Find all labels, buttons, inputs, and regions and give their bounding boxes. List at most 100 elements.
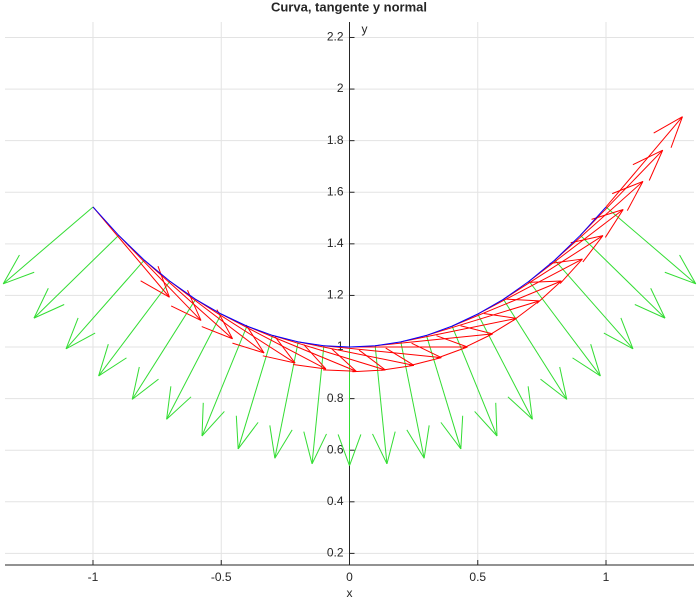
tangent-arrow (349, 335, 468, 359)
arrow-head (512, 300, 540, 322)
arrow-shaft (237, 335, 274, 450)
arrow-head (381, 364, 414, 371)
arrow-head (311, 433, 327, 465)
tangent-arrow (426, 298, 540, 336)
y-tick-label: 0.4 (327, 494, 344, 508)
arrow-head (337, 434, 350, 466)
arrow-head (612, 180, 644, 195)
arrow-head (303, 431, 313, 465)
arrow-shaft (246, 325, 357, 372)
curve (92, 206, 607, 348)
tangent-arrow (92, 206, 170, 298)
arrow-head (679, 254, 697, 285)
arrow-head (245, 324, 265, 354)
arrow-shaft (166, 313, 222, 420)
arrow-head (386, 431, 396, 465)
arrow-head (372, 433, 388, 465)
tangent-arrow (580, 149, 664, 236)
arrow-head (201, 402, 204, 437)
y-axis-label: y (362, 22, 368, 36)
arrow-head (495, 402, 498, 437)
arrow-head (352, 369, 386, 373)
y-tick-label: 2 (337, 81, 344, 95)
tangent-arrow (298, 341, 415, 371)
normal-arrow (502, 299, 568, 400)
tangent-arrow (554, 180, 644, 261)
x-tick-label: -1 (88, 570, 99, 584)
arrow-head (440, 422, 462, 450)
arrow-shaft (272, 334, 386, 371)
arrow-head (65, 332, 96, 350)
x-tick-label: -0.5 (211, 570, 232, 584)
arrow-head (572, 357, 601, 377)
arrow-shaft (400, 341, 425, 459)
arrow-shaft (169, 280, 265, 354)
arrow-head (131, 378, 159, 400)
arrow-shaft (528, 209, 624, 282)
arrow-head (358, 349, 386, 371)
arrow-head (488, 317, 517, 337)
normal-arrow (400, 341, 430, 459)
tangent-arrow (195, 298, 296, 364)
arrow-head (620, 317, 634, 350)
arrow-head (33, 288, 49, 319)
arrow-head (237, 422, 259, 450)
arrow-head (131, 366, 140, 400)
arrow-shaft (131, 299, 197, 400)
y-tick-label: 1.4 (327, 236, 344, 250)
arrow-head (323, 369, 357, 372)
y-tick-label: 0.8 (327, 391, 344, 405)
arrow-head (460, 415, 464, 449)
tangent-arrow (605, 116, 683, 208)
y-tick-label: 1.6 (327, 184, 344, 198)
arrow-head (474, 411, 498, 437)
normal-arrow (201, 325, 248, 437)
tangent-arrow (272, 334, 386, 373)
arrow-head (201, 411, 225, 437)
arrow-shaft (605, 206, 697, 285)
arrow-shaft (426, 300, 540, 336)
arrow-head (385, 347, 415, 366)
x-tick-label: 1 (603, 570, 610, 584)
normal-arrow (372, 345, 396, 465)
tangent-arrow (323, 342, 442, 367)
arrow-head (540, 378, 568, 400)
arrow-head (604, 209, 624, 238)
arrow-shaft (195, 298, 296, 364)
arrow-shaft (65, 259, 145, 350)
normal-arrow (425, 335, 464, 450)
arrow-shaft (33, 234, 119, 319)
arrow-shaft (201, 325, 248, 437)
arrow-head (3, 271, 35, 285)
normal-arrow (65, 259, 145, 350)
arrow-head (603, 332, 634, 350)
tangent-arrow (169, 280, 265, 354)
arrow-head (423, 425, 430, 459)
arrow-shaft (554, 259, 634, 350)
arrow-head (590, 344, 601, 377)
arrow-shaft (143, 259, 233, 340)
y-tick-label: 2.2 (327, 30, 344, 44)
arrow-shaft (528, 280, 601, 377)
arrow-head (232, 342, 265, 354)
tangent-arrow (118, 234, 202, 321)
x-axis-label: x (347, 586, 353, 600)
tangent-arrow (477, 258, 583, 315)
normal-arrow (528, 280, 601, 377)
arrow-head (670, 116, 683, 148)
arrow-shaft (400, 317, 517, 343)
arrow-shaft (323, 345, 442, 359)
arrow-shaft (477, 313, 533, 420)
arrow-shaft (451, 280, 562, 327)
tangent-arrow (375, 325, 493, 349)
arrow-head (262, 355, 296, 364)
tangent-arrow (400, 312, 517, 343)
arrow-shaft (298, 341, 414, 366)
arrow-head (98, 344, 109, 377)
normal-arrow (605, 206, 697, 285)
normal-arrow (554, 259, 634, 350)
arrow-head (559, 258, 583, 284)
arrow-head (527, 386, 533, 420)
arrow-shaft (375, 333, 493, 347)
